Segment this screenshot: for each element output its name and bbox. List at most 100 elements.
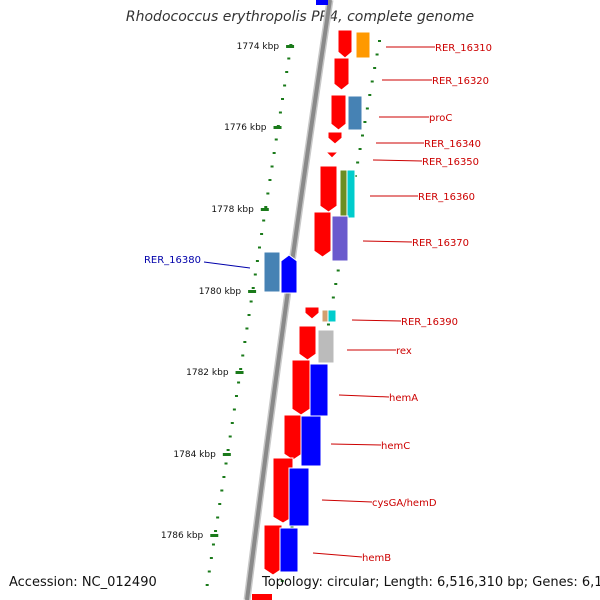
scale-tick — [234, 395, 238, 397]
genome-backbone — [245, 0, 332, 600]
gene-label: RER_16360 — [418, 192, 475, 203]
label-leader — [372, 159, 423, 162]
gene-red-3 — [330, 94, 347, 131]
gene-label: RER_16350 — [422, 157, 479, 168]
gene-blue-4 — [279, 527, 299, 573]
gene-red-6 — [319, 165, 338, 213]
gene-steel-1 — [347, 95, 363, 131]
gene-red-9 — [298, 325, 317, 361]
gene-blue-1 — [309, 363, 329, 417]
scale-tick — [257, 246, 261, 249]
gene-red-4 — [327, 131, 343, 145]
major-tick — [260, 208, 269, 211]
scale-tick — [336, 269, 340, 272]
scale-tick — [334, 283, 338, 285]
label-leader — [321, 499, 373, 503]
label-leader — [312, 552, 363, 558]
gene-red-11 — [283, 414, 303, 461]
major-tick — [210, 534, 219, 537]
scale-tick — [368, 94, 372, 96]
accession-text: Accession: NC_012490 — [9, 575, 157, 590]
major-tick — [286, 45, 295, 48]
axis-label: 1786 kbp — [161, 531, 204, 541]
axis-label: 1776 kbp — [224, 123, 267, 133]
gene-label: rex — [396, 346, 412, 357]
scale-tick — [266, 192, 270, 195]
scale-tick — [249, 300, 253, 303]
scale-tick — [268, 179, 272, 181]
scale-tick — [283, 84, 287, 87]
label-leader-left — [203, 261, 251, 269]
scale-tick — [222, 476, 226, 478]
scale-tick — [285, 71, 289, 73]
map-title: Rhodococcus erythropolis PR4, complete g… — [125, 9, 475, 25]
axis-label: 1778 kbp — [211, 205, 254, 215]
gene-gray — [317, 329, 335, 364]
label-leader — [351, 319, 402, 322]
gene-red-10 — [291, 359, 311, 416]
gene-blue-3 — [288, 467, 310, 527]
topology-text: Topology: circular; Length: 6,516,310 bp… — [262, 575, 600, 590]
gene-steel-left — [263, 251, 281, 293]
label-leader — [330, 443, 382, 446]
axis-label: 1784 kbp — [173, 450, 216, 460]
scale-tick — [373, 67, 377, 69]
axis-label: 1774 kbp — [237, 42, 280, 52]
scale-tick — [214, 530, 218, 532]
scale-tick — [280, 580, 284, 582]
scale-tick — [378, 40, 381, 42]
scale-tick — [205, 584, 209, 586]
scale-tick — [278, 111, 282, 114]
backbone-bottom-marker — [252, 594, 272, 600]
major-tick — [235, 371, 244, 374]
scale-tick — [262, 219, 266, 222]
scale-tick — [326, 323, 330, 326]
gene-tan — [321, 309, 329, 323]
gene-blue-2 — [300, 415, 322, 467]
scale-tick — [370, 80, 374, 83]
gene-label: cysGA/hemD — [372, 498, 437, 509]
scale-tick — [375, 53, 379, 56]
scale-tick — [274, 138, 278, 141]
scale-tick — [220, 489, 224, 492]
scale-tick — [230, 422, 234, 424]
scale-tick — [356, 161, 360, 164]
scale-tick — [360, 134, 364, 137]
scale-tick — [228, 435, 232, 438]
scale-tick — [281, 98, 285, 100]
axis-label: 1780 kbp — [199, 287, 242, 297]
gene-label: RER_16320 — [432, 76, 489, 87]
scale-tick — [218, 503, 222, 505]
scale-tick — [226, 449, 230, 451]
gene-label-left: RER_16380 — [144, 255, 201, 266]
scale-tick — [358, 148, 362, 150]
gene-label: hemA — [389, 393, 418, 404]
label-leader — [338, 394, 390, 398]
scale-tick — [264, 206, 268, 208]
gene-blue-left — [280, 254, 298, 294]
backbone-top-marker — [316, 0, 328, 5]
scale-tick — [247, 314, 251, 316]
gene-cyan — [346, 169, 356, 219]
gene-red-2 — [333, 57, 350, 91]
scale-tick — [241, 354, 245, 357]
scale-tick — [255, 260, 259, 262]
gene-label: RER_16390 — [401, 317, 458, 328]
scale-tick — [239, 368, 243, 370]
gene-label: RER_16340 — [424, 139, 481, 150]
gene-red-5 — [324, 151, 340, 159]
axis-label: 1782 kbp — [186, 368, 229, 378]
scale-tick — [365, 107, 369, 110]
gene-orange — [355, 31, 371, 59]
major-tick — [248, 290, 257, 293]
scale-tick — [245, 327, 249, 330]
major-tick — [222, 453, 231, 456]
gene-red-1 — [337, 29, 353, 59]
gene-red-7 — [313, 211, 332, 258]
scale-tick — [290, 526, 294, 528]
gene-red-8 — [304, 306, 320, 320]
scale-tick — [209, 557, 213, 559]
gene-cyan-small — [327, 309, 337, 323]
gene-label: RER_16310 — [435, 43, 492, 54]
